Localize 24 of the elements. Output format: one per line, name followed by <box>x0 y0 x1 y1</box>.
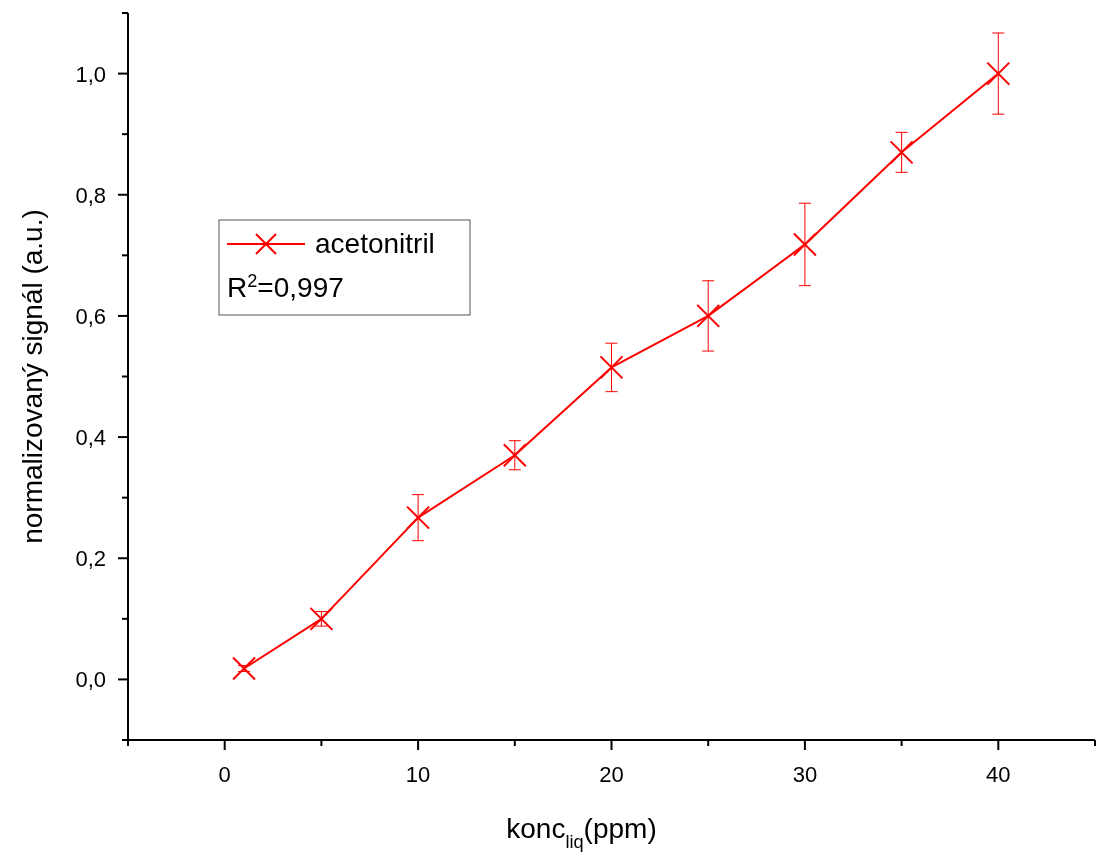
x-tick-label: 10 <box>405 762 431 787</box>
x-tick-label: 30 <box>792 762 818 787</box>
y-tick-label: 0,6 <box>75 303 106 329</box>
x-tick-label: 20 <box>599 762 624 787</box>
y-tick-label: 0,8 <box>75 182 106 208</box>
y-tick-label: 0,0 <box>75 667 106 693</box>
y-tick-label: 0,2 <box>75 546 106 572</box>
point <box>986 61 1011 86</box>
x-tick-label: 0 <box>218 762 231 787</box>
y-tick-label: 0,4 <box>75 425 106 451</box>
point <box>502 443 527 468</box>
point <box>406 505 431 530</box>
legend-label: acetonitril <box>315 228 435 259</box>
point <box>792 232 817 257</box>
y-axis-title: normalizovaný signál (a.u.) <box>17 209 48 544</box>
point <box>599 355 624 380</box>
x-axis-title: konc$_{liq}$(ppm) <box>506 813 657 852</box>
point <box>232 656 257 681</box>
y-tick-label: 1,0 <box>75 61 106 87</box>
point <box>889 140 914 165</box>
point <box>309 606 334 631</box>
x-tick-label: 40 <box>986 762 1011 787</box>
point <box>696 303 721 328</box>
annotation: R$^{2}$=0,997 <box>227 271 344 303</box>
